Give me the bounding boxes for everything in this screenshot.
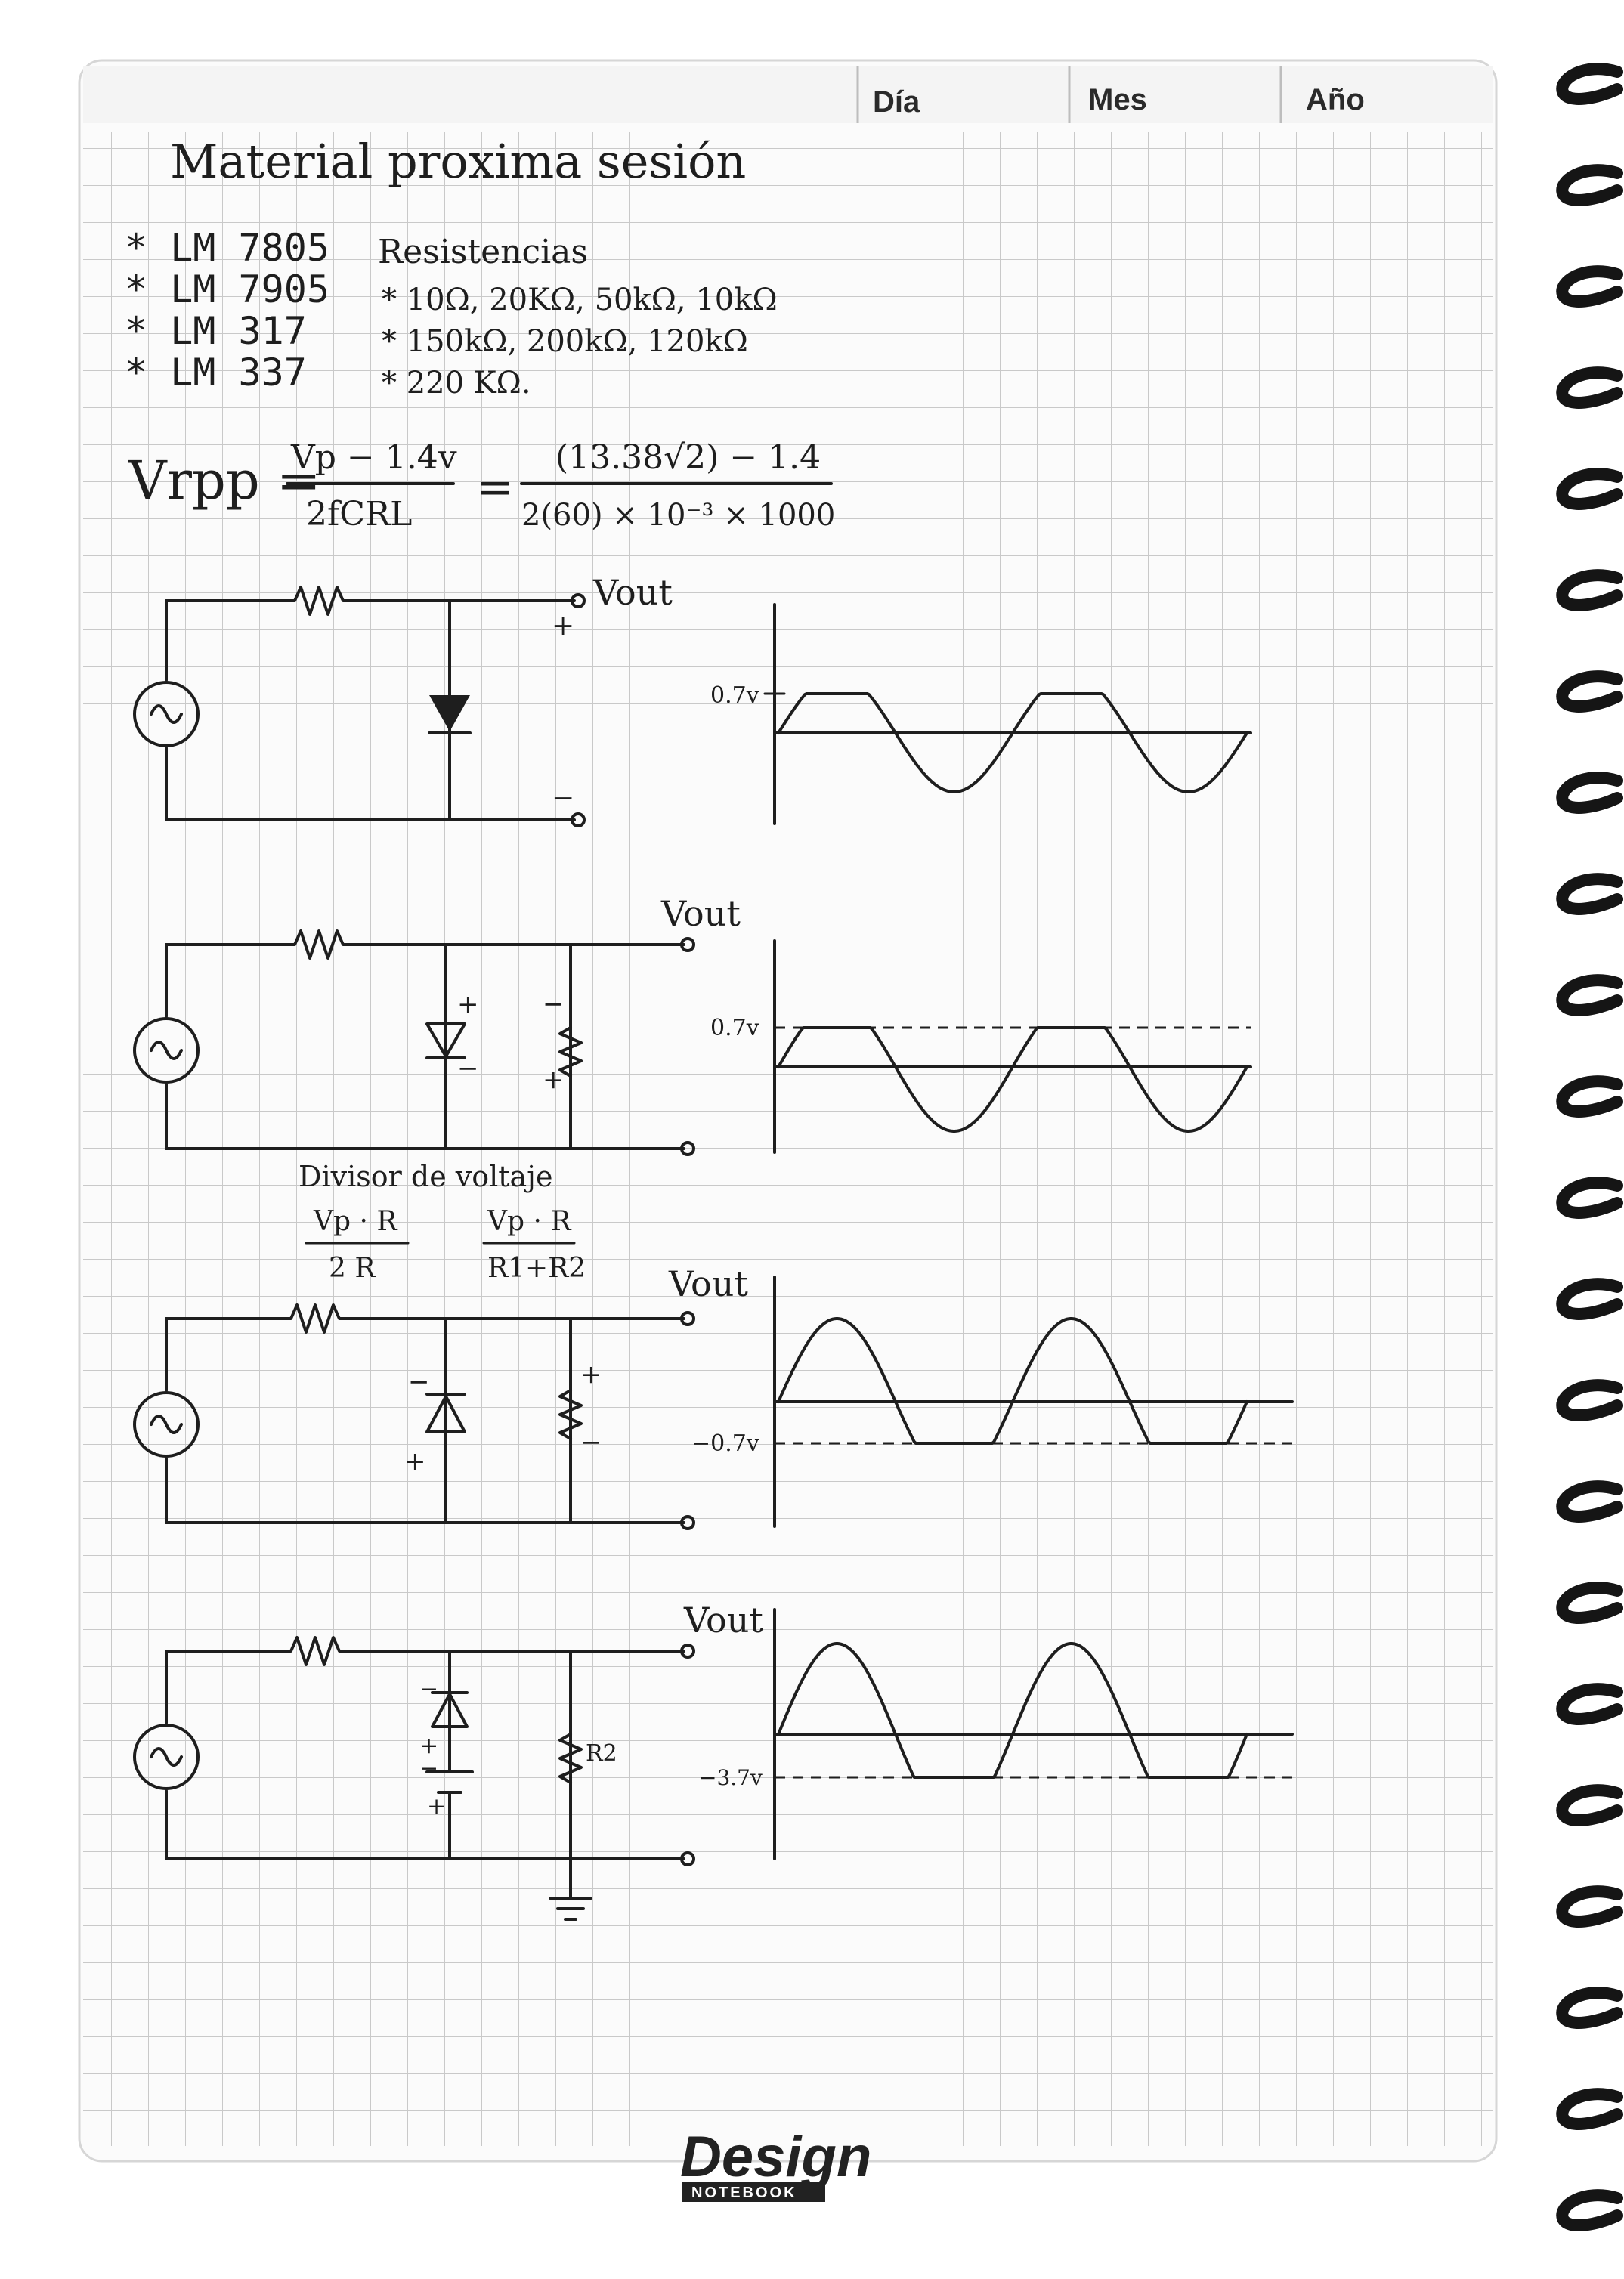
minus-label: −	[457, 1053, 479, 1084]
spiral-ring	[1556, 63, 1623, 105]
ac-source-symbol	[133, 1391, 200, 1458]
spiral-ring	[1556, 1278, 1623, 1320]
ground-symbol	[549, 1857, 592, 1921]
waveform-4: −3.7v	[699, 1608, 1294, 1860]
level-label: 0.7v	[710, 682, 759, 709]
spiral-ring	[1556, 1784, 1623, 1826]
ac-source-symbol	[133, 681, 200, 747]
diode-symbol	[428, 695, 472, 734]
spiral-ring	[1556, 873, 1623, 915]
formula-lhs: Vrpp =	[128, 450, 321, 512]
minus-label: −	[552, 783, 574, 814]
vout-label: Vout	[683, 1600, 763, 1640]
resistor-line: * 150kΩ, 200kΩ, 120kΩ	[382, 324, 748, 359]
spiral-ring	[1556, 164, 1623, 206]
plus-label: +	[552, 611, 574, 642]
divider-numerator: Vp · R	[313, 1206, 397, 1237]
divider-denominator: R1+R2	[487, 1253, 586, 1284]
date-header: Día Mes Año	[83, 66, 1493, 123]
divider-numerator: Vp · R	[487, 1206, 571, 1237]
brand-logo: Design NOTEBOOK	[680, 2125, 871, 2202]
formula-denominator-1: 2fCRL	[306, 495, 412, 533]
resistor-line: * 220 KΩ.	[382, 366, 531, 400]
waveform-1: 0.7v	[710, 603, 1252, 825]
ac-source-symbol	[133, 1724, 200, 1790]
spiral-ring	[1556, 1987, 1623, 2029]
notes-title: Material proxima sesión	[170, 134, 746, 189]
plus-label: +	[543, 1065, 565, 1095]
plus-label: +	[404, 1446, 426, 1477]
spiral-ring	[1556, 265, 1623, 308]
resistor-line: * 10Ω, 20KΩ, 50kΩ, 10kΩ	[382, 283, 778, 317]
grid-area	[83, 132, 1493, 2146]
regulator-item: * LM 7905	[125, 267, 329, 311]
circuit-2: Vout + − − +	[133, 893, 741, 1156]
plus-label: +	[580, 1359, 602, 1390]
vout-label: Vout	[592, 572, 673, 613]
circuit-4: R2 Vout − + − +	[133, 1600, 763, 1921]
spiral-ring	[1556, 1683, 1623, 1725]
resistors-title: Resistencias	[378, 233, 588, 271]
formula-numerator-2: (13.38√2) − 1.4	[555, 438, 821, 477]
resistor-symbol	[558, 1733, 583, 1784]
minus-label: −	[419, 1755, 438, 1782]
regulator-item: * LM 7805	[125, 226, 329, 270]
level-label: −3.7v	[699, 1765, 763, 1790]
spiral-binding	[1556, 63, 1623, 2231]
voltage-divider-note: Divisor de voltaje Vp · R 2 R Vp · R R1+…	[299, 1160, 586, 1284]
spiral-ring	[1556, 1177, 1623, 1219]
spiral-ring	[1556, 974, 1623, 1016]
vout-label: Vout	[660, 893, 741, 934]
spiral-ring	[1556, 1480, 1623, 1523]
diode-symbol	[425, 1022, 466, 1059]
waveform-3: −0.7v	[691, 1276, 1294, 1528]
ripple-formula: Vrpp = Vp − 1.4v 2fCRL = (13.38√2) − 1.4…	[128, 438, 835, 533]
regulator-item: * LM 337	[125, 351, 307, 394]
plus-label: +	[419, 1733, 438, 1759]
spiral-ring	[1556, 366, 1623, 409]
spiral-ring	[1556, 468, 1623, 510]
resistor-list: Resistencias * 10Ω, 20KΩ, 50kΩ, 10kΩ * 1…	[378, 233, 778, 400]
vout-label: Vout	[668, 1263, 748, 1304]
spiral-ring	[1556, 1582, 1623, 1624]
formula-denominator-2: 2(60) × 10⁻³ × 1000	[521, 498, 835, 533]
day-label: Día	[873, 85, 920, 119]
spiral-ring	[1556, 670, 1623, 713]
divider-title: Divisor de voltaje	[299, 1160, 552, 1193]
brand-name: Design	[680, 2125, 871, 2189]
formula-numerator-1: Vp − 1.4v	[290, 438, 457, 477]
spiral-ring	[1556, 772, 1623, 814]
plus-label: +	[427, 1793, 446, 1820]
resistor-symbol	[558, 1389, 583, 1440]
year-label: Año	[1306, 83, 1365, 116]
month-label: Mes	[1088, 83, 1147, 116]
spiral-ring	[1556, 1885, 1623, 1928]
circuit-3: Vout − + + −	[133, 1263, 748, 1530]
circuit-1: Vout + −	[133, 572, 673, 827]
plus-label: +	[457, 989, 479, 1019]
spiral-ring	[1556, 2088, 1623, 2130]
spiral-ring	[1556, 1379, 1623, 1421]
diode-symbol	[425, 1393, 466, 1433]
level-label: 0.7v	[710, 1015, 759, 1041]
formula-equals: =	[476, 461, 514, 514]
ac-source-symbol	[133, 1017, 200, 1084]
waveform-2: 0.7v	[710, 939, 1252, 1154]
regulator-list: * LM 7805 * LM 7905 * LM 317 * LM 337	[125, 226, 329, 394]
minus-label: −	[408, 1367, 430, 1397]
regulator-item: * LM 317	[125, 309, 307, 353]
spiral-ring	[1556, 569, 1623, 611]
brand-sub: NOTEBOOK	[691, 2185, 797, 2201]
spiral-ring	[1556, 2189, 1623, 2231]
level-label: −0.7v	[691, 1430, 759, 1457]
divider-denominator: 2 R	[329, 1253, 376, 1284]
spiral-ring	[1556, 1075, 1623, 1118]
minus-label: −	[419, 1676, 438, 1702]
resistor-label: R2	[586, 1740, 617, 1767]
minus-label: −	[580, 1427, 602, 1458]
resistor-symbol	[558, 1026, 583, 1078]
battery-symbol	[425, 1725, 474, 1860]
minus-label: −	[543, 989, 565, 1019]
